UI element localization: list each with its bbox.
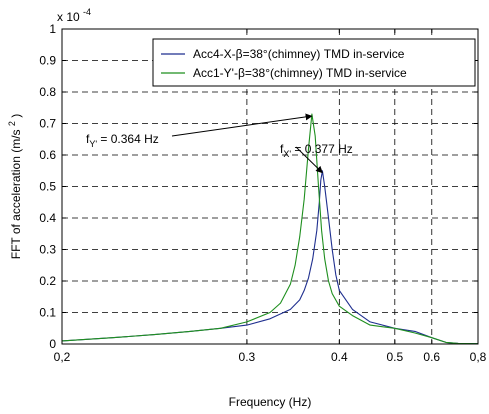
y-tick-label: 0.8 — [39, 85, 56, 99]
x-tick-label: 0,8 — [470, 350, 487, 364]
y-axis-label-sup: 2 — [7, 121, 17, 126]
legend-label: Acc1-Y'-β=38°(chimney) TMD in-service — [193, 66, 407, 80]
y-exponent-label: x 10 -4 — [57, 7, 91, 24]
peak-annotation-label: fY' = 0.364 Hz — [86, 132, 159, 149]
y-axis-label-close: ) — [9, 114, 23, 118]
series-layer — [61, 113, 479, 345]
exponent-power: -4 — [83, 7, 91, 17]
y-tick-label: 0.9 — [39, 54, 56, 68]
legend: Acc4-X-β=38°(chimney) TMD in-service Acc1… — [152, 38, 476, 87]
x-tick-label: 0.5 — [386, 350, 403, 364]
annotation-f: f — [86, 132, 90, 146]
annotation-arrow — [295, 146, 323, 174]
y-tick-label: 0.2 — [39, 274, 56, 288]
x-tick-label: 0.4 — [331, 350, 348, 364]
y-tick-label: 1 — [49, 22, 56, 36]
series-line-1 — [61, 170, 479, 345]
annotation-value: = 0.377 Hz — [291, 142, 353, 156]
exponent-base: x 10 — [57, 10, 80, 24]
y-tick-label: 0 — [49, 337, 56, 351]
x-tick-label: 0,2 — [54, 350, 71, 364]
x-axis-label: Frequency (Hz) — [229, 395, 312, 409]
peak-annotation-label: fX' = 0.377 Hz — [280, 142, 353, 159]
y-tick-label: 0.7 — [39, 117, 56, 131]
x-tick-label: 0.3 — [239, 350, 256, 364]
annotation-f: f — [280, 142, 284, 156]
y-tick-label: 0.5 — [39, 180, 56, 194]
annotation-subscript: Y' — [89, 139, 97, 149]
annotation-value: = 0.364 Hz — [97, 132, 159, 146]
y-tick-label: 0.4 — [39, 211, 56, 225]
legend-box — [152, 38, 476, 87]
series-line-2 — [61, 113, 479, 345]
annotation-subscript: X' — [283, 149, 291, 159]
y-axis-label: FFT of acceleration (m/s 2 ) — [4, 114, 23, 260]
y-tick-label: 0.3 — [39, 243, 56, 257]
x-axis: 0,2 0.3 0.4 0.5 0.6 0,8 — [54, 29, 487, 364]
y-tick-label: 0.1 — [39, 306, 56, 320]
legend-label: Acc4-X-β=38°(chimney) TMD in-service — [193, 47, 405, 61]
annotation-arrow — [171, 113, 313, 137]
y-axis: 0 0.1 0.2 0.3 0.4 0.5 0.6 0.7 0.8 0.9 1 — [39, 22, 478, 351]
y-tick-label: 0.6 — [39, 148, 56, 162]
x-tick-label: 0.6 — [423, 350, 440, 364]
y-axis-label-main: FFT of acceleration (m/s — [9, 129, 23, 259]
